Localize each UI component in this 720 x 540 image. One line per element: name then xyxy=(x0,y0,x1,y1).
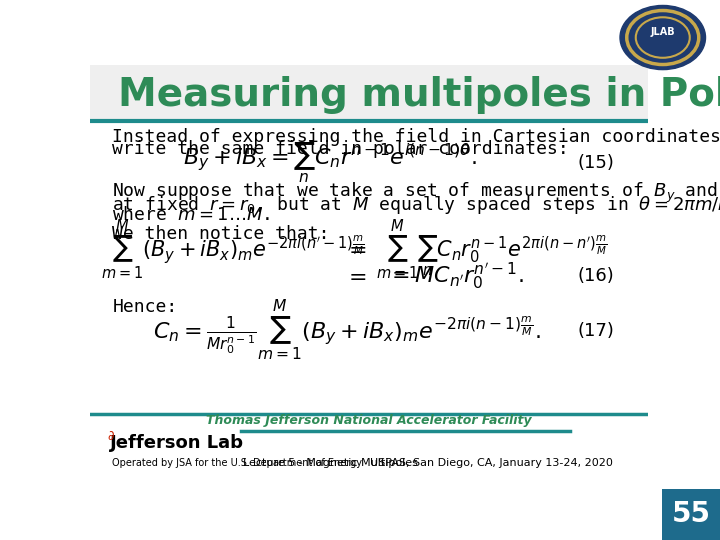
Text: (17): (17) xyxy=(577,322,615,340)
Text: Operated by JSA for the U.S. Department of Energy: Operated by JSA for the U.S. Department … xyxy=(112,458,362,468)
Text: Hence:: Hence: xyxy=(112,298,178,316)
Text: 55: 55 xyxy=(672,501,711,528)
Text: We then notice that:: We then notice that: xyxy=(112,225,330,243)
Text: (16): (16) xyxy=(577,267,615,285)
FancyBboxPatch shape xyxy=(662,489,720,540)
Text: Jefferson Lab: Jefferson Lab xyxy=(109,434,243,452)
Text: $B_y + iB_x = \sum_{n} C_n r^{n-1} e^{i(n-1)\theta}.$: $B_y + iB_x = \sum_{n} C_n r^{n-1} e^{i(… xyxy=(183,140,477,185)
Text: Instead of expressing the field in Cartesian coordinates, let us: Instead of expressing the field in Carte… xyxy=(112,128,720,146)
Circle shape xyxy=(620,5,706,70)
Text: USPAS, San Diego, CA, January 13-24, 2020: USPAS, San Diego, CA, January 13-24, 202… xyxy=(370,458,613,468)
Text: $=$: $=$ xyxy=(343,266,366,286)
Text: Lecture 5 - Magnetic Multipoles: Lecture 5 - Magnetic Multipoles xyxy=(243,458,418,468)
Text: Thomas Jefferson National Accelerator Facility: Thomas Jefferson National Accelerator Fa… xyxy=(206,414,532,427)
Text: Now suppose that we take a set of measurements of $B_y$ and $B_x$: Now suppose that we take a set of measur… xyxy=(112,181,720,205)
FancyBboxPatch shape xyxy=(90,65,648,121)
Text: where $m = 1\ldots M$.: where $m = 1\ldots M$. xyxy=(112,206,271,224)
Text: $= MC_{n^\prime} r_0^{n^\prime-1}.$: $= MC_{n^\prime} r_0^{n^\prime-1}.$ xyxy=(387,261,524,292)
Text: at fixed $r = r_0$, but at $M$ equally spaced steps in $\theta = 2\pi m/M$,: at fixed $r = r_0$, but at $M$ equally s… xyxy=(112,194,720,215)
Text: Measuring multipoles in Polar basis: Measuring multipoles in Polar basis xyxy=(118,76,720,114)
Text: $C_n = \frac{1}{M r_0^{n-1}} \sum_{m=1}^{M} (B_y + iB_x)_m e^{-2\pi i(n-1)\frac{: $C_n = \frac{1}{M r_0^{n-1}} \sum_{m=1}^… xyxy=(153,299,541,363)
Text: $=$: $=$ xyxy=(343,239,366,259)
Text: $\sum_{m=1}^{M} (B_y + iB_x)_m e^{-2\pi i(n^\prime-1)\frac{m}{M}}$: $\sum_{m=1}^{M} (B_y + iB_x)_m e^{-2\pi … xyxy=(101,218,364,281)
Text: write the same field in polar coordinates:: write the same field in polar coordinate… xyxy=(112,140,569,158)
Text: (15): (15) xyxy=(577,153,615,172)
Text: JLAB: JLAB xyxy=(650,28,675,37)
Text: ∂: ∂ xyxy=(108,430,114,443)
Text: $\sum_{m=1}^{M} \sum_{n} C_n r_0^{n-1} e^{2\pi i(n-n^\prime)\frac{m}{M}}$: $\sum_{m=1}^{M} \sum_{n} C_n r_0^{n-1} e… xyxy=(376,218,608,281)
